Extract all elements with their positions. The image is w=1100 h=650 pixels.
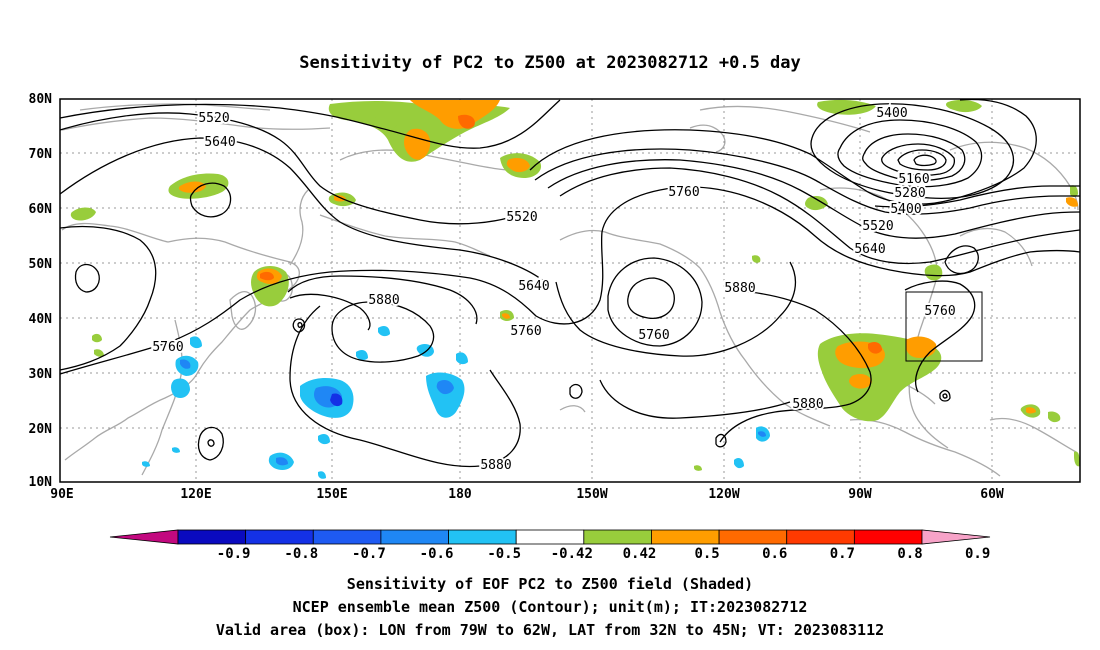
longitude-labels: 90E 120E 150E 180 150W 120W 90W 60W (50, 487, 1004, 502)
contour-label: 5520 (862, 219, 893, 234)
colorbar-swatch (448, 529, 517, 545)
lon-label: 120E (180, 487, 211, 502)
contour-label: 5880 (792, 397, 823, 412)
colorbar-label: -0.5 (487, 546, 521, 562)
map-panel: 5520564055205760540051605280540055205640… (59, 98, 1081, 483)
caption-line-3: Valid area (box): LON from 79W to 62W, L… (216, 621, 884, 639)
contour-label: 5640 (518, 279, 549, 294)
colorbar-swatch (380, 529, 449, 545)
lat-label: 50N (29, 257, 53, 272)
contour-label: 5880 (368, 293, 399, 308)
contour-label: 5400 (876, 106, 907, 121)
colorbar: -0.9 -0.8 -0.7 -0.6 -0.5 -0.42 0.42 0.5 0.6 0.7 0.… (109, 529, 991, 562)
contour-labels: 5520564055205760540051605280540055205640… (150, 104, 957, 475)
latitude-labels: 80N 70N 60N 50N 40N 30N 20N 10N (29, 92, 53, 490)
colorbar-label: -0.6 (420, 546, 454, 562)
positive-sensitivity-shading (70, 99, 1080, 471)
contour-label: 5760 (510, 324, 541, 339)
contour-label: 5880 (480, 458, 511, 473)
contour-label: 5760 (668, 185, 699, 200)
lat-label: 70N (29, 147, 53, 162)
colorbar-label: 0.9 (965, 546, 990, 562)
caption-line-1: Sensitivity of EOF PC2 to Z500 field (Sh… (347, 575, 753, 593)
lon-label: 150W (576, 487, 607, 502)
map-frame (59, 98, 1081, 483)
lon-label: 150E (316, 487, 347, 502)
colorbar-label: 0.8 (897, 546, 922, 562)
colorbar-low-arrow (109, 529, 179, 545)
contour-label: 5400 (890, 202, 921, 217)
colorbar-swatch (583, 529, 652, 545)
lon-label: 180 (448, 487, 472, 502)
lat-label: 60N (29, 202, 53, 217)
colorbar-label: -0.42 (551, 546, 593, 562)
colorbar-swatch (245, 529, 314, 545)
colorbar-swatch (853, 529, 923, 545)
colorbar-swatch (515, 529, 585, 545)
negative-sensitivity-shading (142, 326, 770, 479)
contour-label: 5280 (894, 186, 925, 201)
colorbar-label: 0.5 (694, 546, 719, 562)
colorbar-swatch (177, 529, 247, 545)
lat-label: 10N (29, 475, 53, 490)
colorbar-label: -0.8 (284, 546, 318, 562)
contour-label: 5640 (854, 242, 885, 257)
colorbar-label: -0.9 (217, 546, 251, 562)
caption-line-2: NCEP ensemble mean Z500 (Contour); unit(… (293, 598, 808, 616)
lat-label: 30N (29, 367, 53, 382)
colorbar-label: 0.6 (762, 546, 787, 562)
z500-contours (59, 98, 1081, 468)
colorbar-swatch (312, 529, 382, 545)
lon-label: 120W (708, 487, 739, 502)
map-background (60, 99, 1080, 482)
colorbar-swatch (786, 529, 855, 545)
valid-area-box (905, 291, 983, 362)
colorbar-high-arrow (921, 529, 991, 545)
lon-label: 90E (50, 487, 73, 502)
contour-label: 5760 (924, 304, 955, 319)
contour-label: 5640 (204, 135, 235, 150)
colorbar-swatch (651, 529, 720, 545)
lat-label: 80N (29, 92, 53, 107)
colorbar-label: 0.42 (623, 546, 657, 562)
lon-label: 60W (980, 487, 1004, 502)
contour-label: 5760 (638, 328, 669, 343)
lat-label: 20N (29, 422, 53, 437)
contour-label: 5760 (152, 340, 183, 355)
contour-label: 5520 (506, 210, 537, 225)
contour-label: 5520 (198, 111, 229, 126)
lon-label: 90W (848, 487, 872, 502)
colorbar-label: -0.7 (352, 546, 386, 562)
lat-label: 40N (29, 312, 53, 327)
contour-label: 5160 (898, 172, 929, 187)
map-title: Sensitivity of PC2 to Z500 at 2023082712… (299, 53, 801, 73)
colorbar-label: 0.7 (830, 546, 855, 562)
colorbar-swatch (718, 529, 788, 545)
contour-label: 5880 (724, 281, 755, 296)
